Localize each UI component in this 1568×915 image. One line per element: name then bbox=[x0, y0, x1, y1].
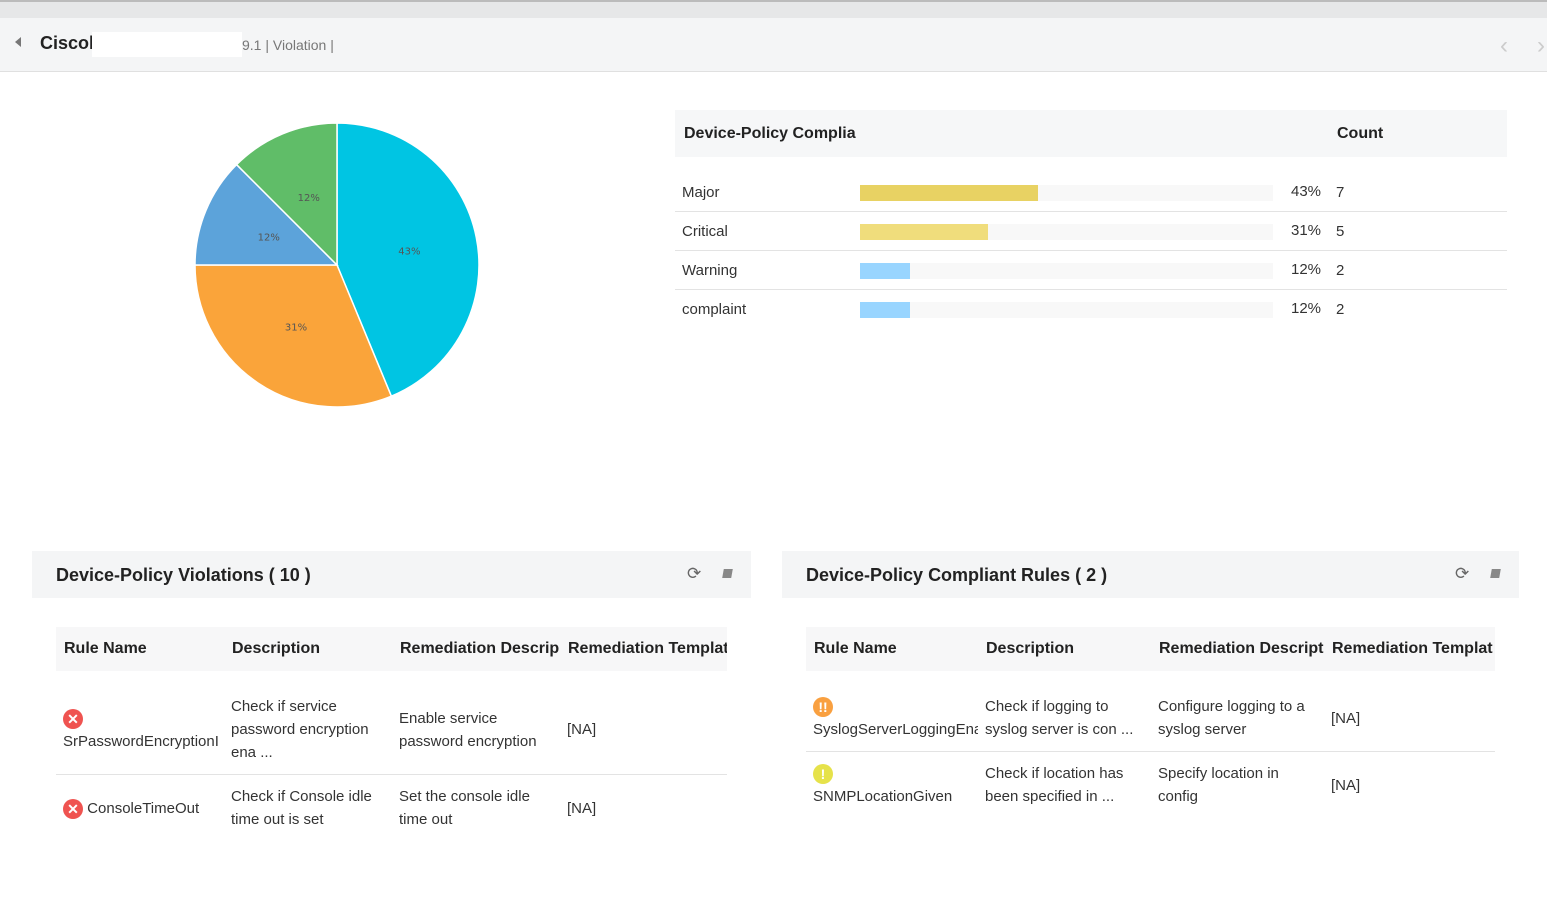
page-header: Ciscol 9.1 | Violation | ‹ › bbox=[0, 18, 1547, 72]
warning-icon: ! bbox=[813, 764, 833, 785]
severity-label: complaint bbox=[682, 301, 747, 318]
rule-name-cell: ✕ SrPasswordEncryptionI bbox=[56, 685, 224, 775]
top-strip bbox=[0, 0, 1547, 18]
pie-label: 12% bbox=[298, 193, 320, 204]
table-row[interactable]: !! SyslogServerLoggingEna Check if loggin… bbox=[806, 685, 1495, 752]
compliant-title: Device-Policy Compliant Rules ( 2 ) bbox=[806, 565, 1108, 585]
progress-bar bbox=[860, 224, 1273, 240]
severity-count[interactable]: 2 bbox=[1336, 262, 1345, 279]
table-row[interactable]: ✕ ConsoleTimeOut Check if Console idle t… bbox=[56, 775, 727, 842]
rule-name-cell: ✕ ConsoleTimeOut bbox=[56, 775, 224, 842]
column-header[interactable]: Rule Name bbox=[806, 627, 978, 671]
column-header[interactable]: Description bbox=[224, 627, 392, 671]
description-cell: Check if location has been specified in … bbox=[985, 765, 1124, 805]
summary-row: Warning 12% 2 bbox=[675, 251, 1507, 290]
back-arrow-icon[interactable] bbox=[15, 37, 21, 47]
pie-label: 12% bbox=[258, 233, 280, 244]
severity-count[interactable]: 5 bbox=[1336, 223, 1345, 240]
pie-label: 31% bbox=[285, 322, 307, 333]
summary-col-count: Count bbox=[1337, 125, 1384, 142]
severity-count[interactable]: 2 bbox=[1336, 301, 1345, 318]
pie-slice-major[interactable] bbox=[336, 122, 480, 398]
remediation-template-cell: [NA] bbox=[567, 799, 597, 817]
rule-name[interactable]: SNMPLocationGiven bbox=[813, 788, 953, 805]
severity-percent: 31% bbox=[1291, 222, 1322, 239]
next-icon[interactable]: › bbox=[1537, 32, 1545, 59]
page-title: Ciscol bbox=[40, 33, 95, 53]
refresh-icon[interactable]: ⟳ bbox=[687, 564, 702, 583]
remediation-template-cell: [NA] bbox=[1331, 776, 1361, 794]
violations-panel: Device-Policy Violations ( 10 ) ⟳ Rule N… bbox=[32, 551, 751, 828]
table-row[interactable]: ✕ SrPasswordEncryptionI Check if service … bbox=[56, 685, 727, 775]
pie-slice-critical[interactable] bbox=[194, 264, 393, 408]
rule-name-cell: !! SyslogServerLoggingEna bbox=[806, 685, 978, 752]
column-header[interactable]: Remediation Templat bbox=[560, 627, 727, 671]
rule-name-cell: ! SNMPLocationGiven bbox=[806, 752, 978, 819]
error-icon: ✕ bbox=[63, 708, 83, 729]
summary-header: Device-Policy Complia Count bbox=[675, 110, 1507, 157]
prev-icon[interactable]: ‹ bbox=[1500, 32, 1508, 59]
rule-name[interactable]: SyslogServerLoggingEna bbox=[813, 721, 978, 738]
severity-label: Critical bbox=[682, 223, 728, 240]
violations-table: Rule Name Description Remediation Descrip R… bbox=[56, 627, 727, 841]
severity-label: Major bbox=[682, 184, 720, 201]
summary-row: Critical 31% 5 bbox=[675, 212, 1507, 251]
severity-pie-chart: 43% 31% 12% 12% bbox=[194, 122, 480, 408]
summary-col-label: Device-Policy Complia bbox=[684, 125, 856, 142]
progress-bar bbox=[860, 263, 1273, 279]
remediation-template-cell: [NA] bbox=[560, 685, 727, 775]
remediation-description-cell: Set the console idle time out bbox=[399, 788, 530, 828]
progress-bar bbox=[860, 185, 1273, 201]
summary-row: complaint 12% 2 bbox=[675, 290, 1507, 328]
compliant-table: Rule Name Description Remediation Descript… bbox=[806, 627, 1495, 818]
remediation-template-cell: [NA] bbox=[1324, 685, 1495, 752]
violations-panel-header: Device-Policy Violations ( 10 ) ⟳ bbox=[32, 551, 751, 598]
column-header[interactable]: Rule Name bbox=[56, 627, 224, 671]
major-warning-icon: !! bbox=[813, 697, 833, 718]
description-cell: Check if service password encryption ena… bbox=[224, 685, 392, 775]
refresh-icon[interactable]: ⟳ bbox=[1455, 564, 1470, 583]
progress-fill bbox=[860, 224, 989, 240]
remediation-description-cell: Configure logging to a syslog server bbox=[1151, 685, 1324, 752]
error-icon: ✕ bbox=[63, 798, 83, 819]
column-header[interactable]: Remediation Descript bbox=[1151, 627, 1324, 671]
severity-label: Warning bbox=[682, 262, 738, 279]
description-cell: Check if Console idle time out is set bbox=[231, 788, 372, 828]
severity-percent: 43% bbox=[1291, 183, 1322, 200]
table-header-row: Rule Name Description Remediation Descrip R… bbox=[56, 627, 727, 671]
pie-slice-warning[interactable] bbox=[194, 163, 339, 266]
table-row[interactable]: ! SNMPLocationGiven Check if location has… bbox=[806, 752, 1495, 819]
severity-percent: 12% bbox=[1291, 261, 1322, 278]
column-header[interactable]: Description bbox=[978, 627, 1151, 671]
minimize-icon[interactable] bbox=[1490, 569, 1501, 578]
pie-label: 43% bbox=[398, 247, 420, 258]
progress-bar bbox=[860, 302, 1273, 318]
compliant-panel-header: Device-Policy Compliant Rules ( 2 ) ⟳ bbox=[782, 551, 1519, 598]
summary-row: Major 43% 7 bbox=[675, 173, 1507, 212]
description-cell: Check if logging to syslog server is con… bbox=[978, 685, 1151, 752]
pie-slice-complaint[interactable] bbox=[235, 122, 338, 267]
severity-percent: 12% bbox=[1291, 300, 1322, 317]
rule-name[interactable]: ConsoleTimeOut bbox=[87, 799, 200, 817]
table-header-row: Rule Name Description Remediation Descript… bbox=[806, 627, 1495, 671]
progress-fill bbox=[860, 185, 1038, 201]
compliant-panel: Device-Policy Compliant Rules ( 2 ) ⟳ Ru… bbox=[782, 551, 1519, 805]
remediation-description-cell: Enable service password encryption bbox=[392, 685, 560, 775]
progress-fill bbox=[860, 302, 910, 318]
page-subtitle: 9.1 | Violation | bbox=[242, 37, 334, 53]
progress-fill bbox=[860, 263, 910, 279]
rule-name[interactable]: SrPasswordEncryptionI bbox=[63, 732, 219, 750]
violations-title: Device-Policy Violations ( 10 ) bbox=[56, 565, 311, 585]
column-header[interactable]: Remediation Templat bbox=[1324, 627, 1495, 671]
minimize-icon[interactable] bbox=[722, 569, 733, 578]
severity-count[interactable]: 7 bbox=[1336, 184, 1345, 201]
column-header[interactable]: Remediation Descrip bbox=[392, 627, 560, 671]
remediation-description-cell: Specify location in config bbox=[1158, 765, 1279, 805]
redacted-area bbox=[92, 32, 242, 57]
